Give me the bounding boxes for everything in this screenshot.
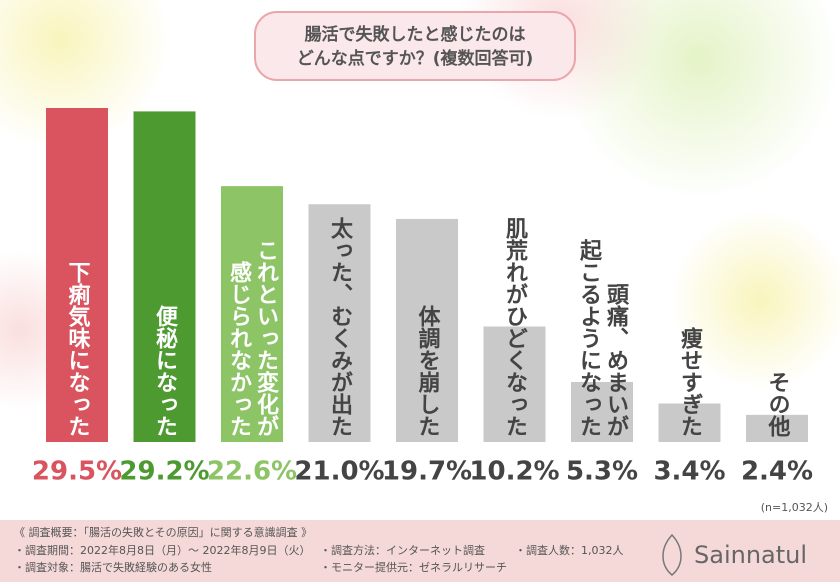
category-label: 感じられなかった <box>226 260 252 437</box>
footer-item: ・調査対象：腸活で失敗経験のある女性 <box>14 560 212 574</box>
bar <box>308 204 371 442</box>
logo-icon <box>662 533 682 576</box>
title-box <box>254 11 576 81</box>
bar <box>746 414 808 442</box>
bar <box>221 186 283 442</box>
bar <box>46 108 108 442</box>
bar <box>658 403 721 442</box>
value-label: 22.6% <box>207 457 297 487</box>
category-label: これといった変化が <box>253 239 279 437</box>
chart-title: 腸活で失敗したと感じたのは <box>305 24 526 45</box>
bar <box>396 218 458 442</box>
footer-item: ・モニター提供元：ゼネラルリサーチ <box>320 560 507 574</box>
category-label: 起こるようになった <box>576 239 603 437</box>
logo: Sainnatul <box>694 541 807 569</box>
bar <box>133 111 196 442</box>
category-label: その他 <box>765 371 792 437</box>
footer-band <box>0 520 840 582</box>
category-label: 体調を崩した <box>415 305 441 437</box>
value-label: 29.5% <box>32 457 122 487</box>
bar <box>483 326 546 442</box>
value-label: 10.2% <box>469 457 559 487</box>
value-label: 2.4% <box>741 457 813 487</box>
value-label: 5.3% <box>566 457 638 487</box>
category-label: 下痢気味になった <box>65 261 91 437</box>
category-label: 太った、むくみが出た <box>327 217 353 437</box>
chart-title: どんな点ですか？(複数回答可) <box>297 48 534 69</box>
blob <box>0 0 170 150</box>
value-label: 29.2% <box>119 457 209 487</box>
footer-item: ・調査期間：2022年8月8日（月）～ 2022年8月9日（火） <box>14 543 310 557</box>
category-label: 便秘になった <box>152 305 178 437</box>
category-label: 頭痛、めまいが <box>603 283 629 437</box>
footer-item: ・調査人数：1,032人 <box>515 543 624 557</box>
category-label: 痩せすぎた <box>677 326 703 437</box>
value-label: 21.0% <box>294 457 384 487</box>
value-label: 19.7% <box>382 457 472 487</box>
value-label: 3.4% <box>653 457 725 487</box>
blob <box>670 210 840 390</box>
category-label: 肌荒れがひどくなった <box>502 217 528 437</box>
footer-heading: 《 調査概要：「腸活の失敗とその原因」に関する意識調査 》 <box>14 525 312 539</box>
sample-note: (n=1,032人) <box>761 501 828 514</box>
footer-item: ・調査方法：インターネット調査 <box>320 543 485 557</box>
bar <box>571 381 633 442</box>
